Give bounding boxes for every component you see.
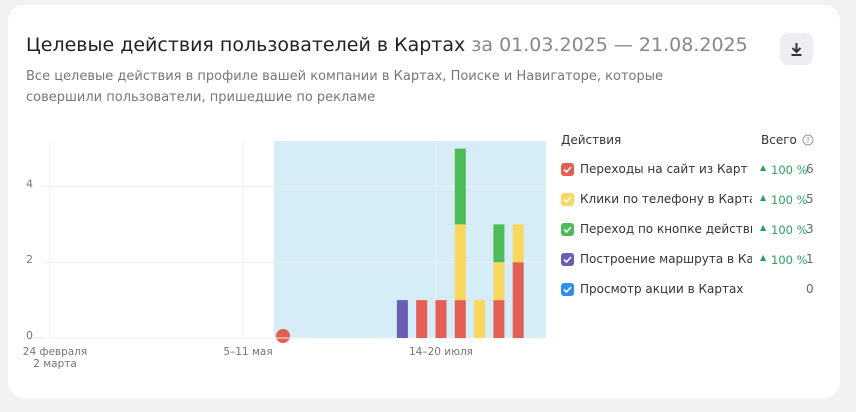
- legend-checkbox[interactable]: [561, 283, 574, 296]
- legend-total: 6: [806, 162, 814, 176]
- legend-checkbox[interactable]: [561, 253, 574, 266]
- legend-name: Построение маршрута в Картах: [580, 252, 752, 266]
- y-tick-label: 0: [26, 329, 33, 342]
- period: за 01.03.2025 — 21.08.2025: [471, 34, 748, 56]
- legend-header: Действия: [561, 133, 622, 147]
- help-icon[interactable]: ?: [802, 134, 814, 146]
- x-tick-label: 5–11 мая: [223, 346, 273, 358]
- y-tick-label: 4: [26, 177, 33, 190]
- download-icon: [791, 43, 802, 56]
- bar-segment: [416, 300, 428, 338]
- legend-change: 100 %: [771, 223, 808, 237]
- change-arrow: ▲: [760, 253, 767, 262]
- legend-checkbox[interactable]: [561, 223, 574, 236]
- legend-total: 5: [806, 192, 814, 206]
- change-arrow: ▲: [760, 223, 767, 232]
- change-arrow: ▲: [760, 193, 767, 202]
- legend-change: 100 %: [771, 163, 808, 177]
- check-icon: [563, 286, 572, 294]
- bar-segment: [493, 262, 505, 301]
- change-arrow: ▲: [760, 163, 767, 172]
- bar-segment: [435, 300, 447, 338]
- title: Целевые действия пользователей в Картах …: [26, 34, 748, 56]
- legend-total: 0: [806, 282, 814, 296]
- legend-name: Переходы на сайт из Карт: [580, 162, 748, 176]
- bar-segment: [396, 300, 408, 338]
- legend-change: 100 %: [771, 193, 808, 207]
- x-tick-label: 24 февраля 2 марта: [22, 346, 88, 370]
- bar-segment: [454, 148, 466, 225]
- bar-segment: [512, 262, 524, 338]
- legend-checkbox[interactable]: [561, 193, 574, 206]
- subtitle: Все целевые действия в профиле вашей ком…: [26, 69, 663, 105]
- svg-text:?: ?: [806, 136, 810, 145]
- title-text: Целевые действия пользователей в Картах: [26, 34, 466, 56]
- download-button[interactable]: [780, 33, 813, 65]
- bar-segment: [474, 300, 486, 338]
- check-icon: [563, 196, 572, 204]
- check-icon: [563, 256, 572, 264]
- bar-segment: [493, 300, 505, 338]
- legend-name: Просмотр акции в Картах: [580, 282, 744, 296]
- x-tick-label: 14–20 июля: [409, 346, 473, 358]
- check-icon: [563, 166, 572, 174]
- check-icon: [563, 226, 572, 234]
- legend-checkbox[interactable]: [561, 163, 574, 176]
- legend-change: 100 %: [771, 253, 808, 267]
- bar-segment: [493, 224, 505, 263]
- legend-total: 3: [806, 222, 814, 236]
- campaign-period: [274, 141, 546, 338]
- legend-name: Переход по кнопке действия из: [580, 222, 752, 236]
- campaign-marker: [276, 329, 290, 343]
- y-tick-label: 2: [26, 253, 33, 266]
- legend-total: 1: [806, 252, 814, 266]
- bar-segment: [454, 300, 466, 338]
- total-header: Всего: [761, 133, 797, 147]
- bar-segment: [454, 224, 466, 301]
- bar-segment: [512, 224, 524, 263]
- legend-name: Клики по телефону в Картах: [580, 192, 752, 206]
